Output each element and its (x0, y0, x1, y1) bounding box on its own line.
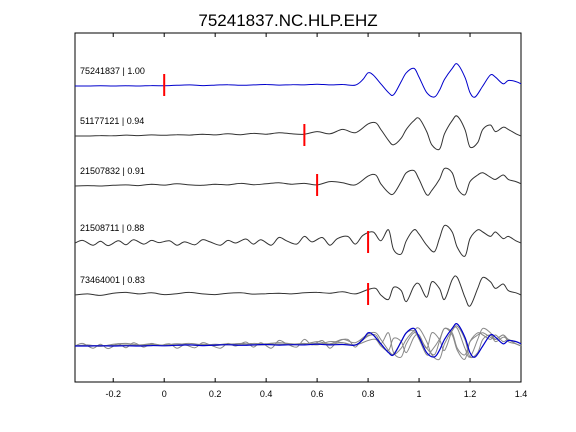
axes-frame (74, 32, 522, 383)
x-tick-label: 0.4 (260, 389, 273, 399)
trace-line-2 (74, 115, 522, 151)
trace-label-3: 21507832 | 0.91 (80, 166, 145, 176)
traces-layer: 75241837 | 1.00 51177121 | 0.94 21507832 |… (74, 63, 522, 307)
trace-line-3 (74, 167, 522, 196)
x-tick-label: 0 (162, 389, 167, 399)
x-tick-label: 0.2 (209, 389, 222, 399)
trace-label-4: 21508711 | 0.88 (80, 223, 144, 233)
x-tick-label: 1 (417, 389, 422, 399)
trace-line-4 (74, 224, 522, 257)
x-tick-label: 1.2 (464, 389, 477, 399)
stack-layer (74, 323, 522, 361)
trace-label-2: 51177121 | 0.94 (80, 116, 144, 126)
trace-label-1: 75241837 | 1.00 (80, 66, 145, 76)
x-axis: -0.2 0 0.2 0.4 0.6 0.8 1 1.2 1.4 (105, 33, 527, 399)
chart-title: 75241837.NC.HLP.EHZ (198, 11, 377, 30)
trace-line-5 (74, 275, 522, 307)
stack-trace-1 (75, 323, 522, 358)
x-tick-label: 0.8 (362, 389, 375, 399)
x-tick-label: -0.2 (105, 389, 121, 399)
stack-trace-2 (74, 325, 522, 361)
trace-label-5: 73464001 | 0.83 (80, 275, 145, 285)
x-tick-label: 1.4 (515, 389, 528, 399)
x-tick-label: 0.6 (311, 389, 324, 399)
trace-line-1 (74, 63, 522, 98)
